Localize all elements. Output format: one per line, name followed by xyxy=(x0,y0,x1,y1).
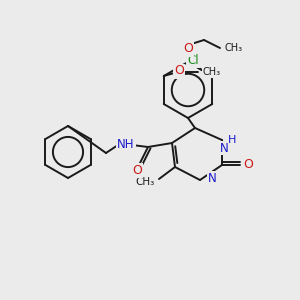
Text: NH: NH xyxy=(117,139,135,152)
Text: O: O xyxy=(243,158,253,172)
Text: N: N xyxy=(208,172,216,184)
Text: Cl: Cl xyxy=(187,55,199,68)
Text: N: N xyxy=(220,142,228,154)
Text: H: H xyxy=(228,135,236,145)
Text: O: O xyxy=(183,43,193,56)
Text: CH₃: CH₃ xyxy=(225,43,243,53)
Text: O: O xyxy=(132,164,142,176)
Text: O: O xyxy=(174,64,184,77)
Text: CH₃: CH₃ xyxy=(203,67,221,77)
Text: CH₃: CH₃ xyxy=(135,177,154,187)
